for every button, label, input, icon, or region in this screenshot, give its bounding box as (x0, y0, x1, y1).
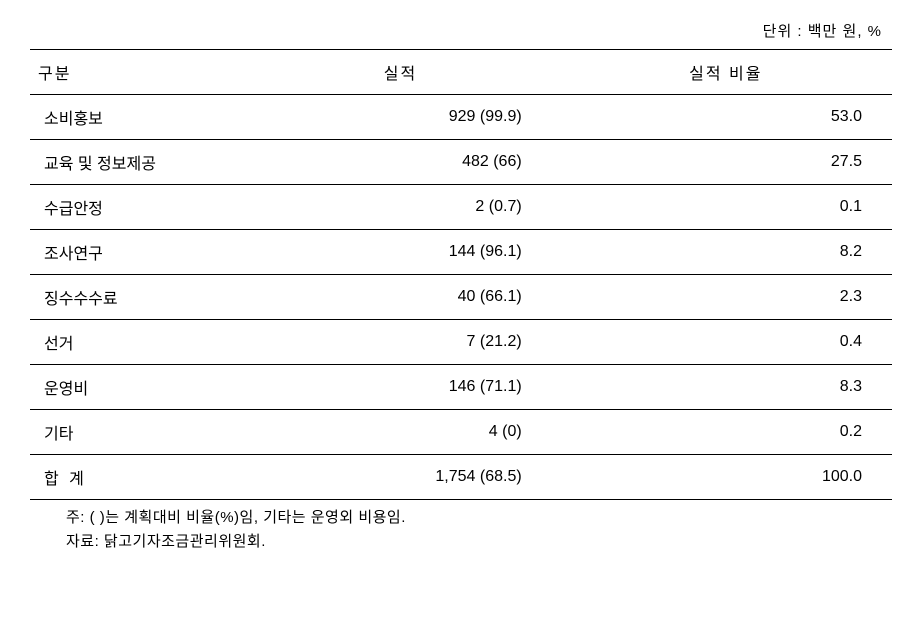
cell-performance: 482 (66) (271, 140, 581, 185)
cell-performance: 929 (99.9) (271, 95, 581, 140)
cell-category: 조사연구 (30, 230, 271, 275)
cell-ratio: 8.2 (582, 230, 892, 275)
table-header-row: 구분 실적 실적 비율 (30, 50, 892, 95)
table-row: 소비홍보 929 (99.9) 53.0 (30, 95, 892, 140)
header-ratio: 실적 비율 (582, 50, 892, 95)
cell-ratio: 2.3 (582, 275, 892, 320)
cell-category: 운영비 (30, 365, 271, 410)
cell-performance: 146 (71.1) (271, 365, 581, 410)
cell-ratio: 0.1 (582, 185, 892, 230)
cell-ratio: 27.5 (582, 140, 892, 185)
cell-total-category: 합 계 (30, 455, 271, 500)
cell-ratio: 53.0 (582, 95, 892, 140)
cell-performance: 2 (0.7) (271, 185, 581, 230)
header-performance: 실적 (271, 50, 581, 95)
cell-performance: 144 (96.1) (271, 230, 581, 275)
cell-category: 교육 및 정보제공 (30, 140, 271, 185)
table-row: 운영비 146 (71.1) 8.3 (30, 365, 892, 410)
table-row: 수급안정 2 (0.7) 0.1 (30, 185, 892, 230)
table-row: 징수수수료 40 (66.1) 2.3 (30, 275, 892, 320)
table-row: 선거 7 (21.2) 0.4 (30, 320, 892, 365)
footnote-note: 주: ( )는 계획대비 비율(%)임, 기타는 운영외 비용임. (66, 506, 892, 530)
table-row: 기타 4 (0) 0.2 (30, 410, 892, 455)
cell-category: 수급안정 (30, 185, 271, 230)
cell-category: 기타 (30, 410, 271, 455)
cell-category: 소비홍보 (30, 95, 271, 140)
unit-label: 단위 : 백만 원, % (30, 20, 892, 41)
footnotes: 주: ( )는 계획대비 비율(%)임, 기타는 운영외 비용임. 자료: 닭고… (30, 506, 892, 554)
table-row: 조사연구 144 (96.1) 8.2 (30, 230, 892, 275)
cell-ratio: 0.2 (582, 410, 892, 455)
cell-performance: 40 (66.1) (271, 275, 581, 320)
footnote-source: 자료: 닭고기자조금관리위원회. (66, 530, 892, 554)
cell-total-performance: 1,754 (68.5) (271, 455, 581, 500)
header-category: 구분 (30, 50, 271, 95)
cell-ratio: 8.3 (582, 365, 892, 410)
table-row: 교육 및 정보제공 482 (66) 27.5 (30, 140, 892, 185)
cell-performance: 4 (0) (271, 410, 581, 455)
cell-category: 징수수수료 (30, 275, 271, 320)
cell-category: 선거 (30, 320, 271, 365)
cell-ratio: 0.4 (582, 320, 892, 365)
cell-performance: 7 (21.2) (271, 320, 581, 365)
cell-total-ratio: 100.0 (582, 455, 892, 500)
table-total-row: 합 계 1,754 (68.5) 100.0 (30, 455, 892, 500)
data-table: 구분 실적 실적 비율 소비홍보 929 (99.9) 53.0 교육 및 정보… (30, 49, 892, 500)
